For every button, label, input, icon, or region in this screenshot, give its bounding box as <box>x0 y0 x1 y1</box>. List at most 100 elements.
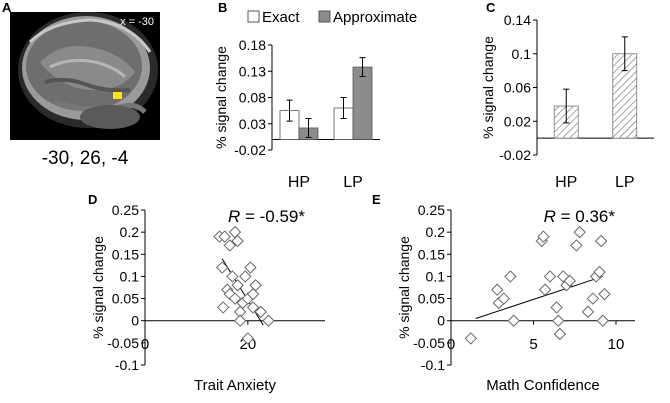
chart-b-y-tick-label: 0.18 <box>239 37 266 53</box>
chart-d-y-tick-label: 0.05 <box>112 291 139 307</box>
chart-e-y-tick-label: 0.1 <box>426 268 446 284</box>
brain-mri-graphic <box>10 12 160 140</box>
activation-spot <box>113 92 122 99</box>
slice-label: x = -30 <box>120 16 154 28</box>
chart-e-y-tick-label: 0.2 <box>426 224 446 240</box>
chart-b-y-tick-label: -0.02 <box>234 142 266 158</box>
chart-b-legend-label: Exact <box>262 9 300 26</box>
chart-e-point <box>538 283 552 296</box>
chart-d-annotation-value: = -0.59* <box>240 207 305 226</box>
chart-d-point <box>241 332 255 345</box>
chart-d-point <box>215 261 229 274</box>
chart-d-point <box>239 270 252 283</box>
chart-d-point <box>231 279 244 292</box>
chart-c-y-tick-label: 0.1 <box>512 46 532 62</box>
chart-e-point <box>550 301 563 314</box>
chart-e-point <box>573 225 586 239</box>
chart-d-x-tick-label: 0 <box>141 336 149 353</box>
chart-e-point <box>563 274 577 288</box>
panel-d-letter: D <box>88 192 98 207</box>
chart-e-x-tick-label: 10 <box>608 336 625 353</box>
chart-b-legend-label: Approximate <box>333 9 417 26</box>
panel-b-letter: B <box>218 0 228 15</box>
chart-e-y-tick-label: 0.25 <box>418 202 445 218</box>
panel-a-letter: A <box>2 0 12 15</box>
chart-d-point <box>233 314 247 327</box>
chart-c-category-label: HP <box>555 174 577 191</box>
chart-e-y-label: % signal change <box>396 236 412 339</box>
chart-c-y-tick-label: 0.06 <box>504 80 531 96</box>
chart-b-y-label: % signal change <box>213 46 229 149</box>
panel-c-letter: C <box>486 0 496 15</box>
chart-d-point <box>246 301 260 314</box>
chart-e-x-label: Math Confidence <box>486 377 599 394</box>
chart-c-y-tick-label: -0.02 <box>499 147 531 163</box>
chart-d-y-tick-label: 0.15 <box>112 246 139 262</box>
chart-e-y-tick-label: 0.05 <box>418 291 445 307</box>
brain-slice-image: x = -30 <box>10 12 160 140</box>
chart-b-legend-swatch-approximate <box>318 10 331 23</box>
chart-d-y-tick-label: 0 <box>131 313 139 329</box>
chart-d-y-tick-label: -0.05 <box>107 335 139 351</box>
chart-e-point <box>553 327 567 341</box>
chart-e-point <box>594 234 608 248</box>
chart-c-y-tick-label: 0.14 <box>504 12 531 28</box>
chart-d-point <box>228 292 242 305</box>
chart-e-point <box>598 287 611 301</box>
chart-d-fit-line <box>221 258 264 326</box>
chart-e-point <box>497 292 511 305</box>
chart-d-y-tick-label: 0.2 <box>120 224 140 240</box>
chart-e-x-tick-label: 0 <box>447 336 455 353</box>
chart-b-bar-approximate-lp <box>352 66 373 140</box>
chart-d-point <box>244 261 257 274</box>
panel-e-letter: E <box>372 192 381 207</box>
chart-e-y-tick-label: 0 <box>437 313 445 329</box>
chart-d-x-label: Trait Anxiety <box>194 377 276 394</box>
chart-e-point <box>490 283 504 296</box>
chart-e-point <box>552 314 565 327</box>
chart-e-y-tick-label: -0.05 <box>413 335 445 351</box>
chart-e-point <box>586 292 600 305</box>
chart-d-point <box>216 301 230 314</box>
chart-e-x-tick-label: 5 <box>529 336 537 353</box>
chart-b-category-label: HP <box>288 174 310 191</box>
chart-b-y-tick-label: 0.03 <box>239 116 266 132</box>
chart-d-point <box>262 314 275 327</box>
chart-d-point <box>226 270 239 283</box>
chart-d-point <box>249 279 262 292</box>
chart-c-y-tick-label: 0.02 <box>504 113 531 129</box>
chart-d-point <box>231 234 244 248</box>
mni-coordinates: -30, 26, -4 <box>41 148 129 169</box>
chart-d-point <box>254 305 267 319</box>
chart-e-point <box>556 270 570 283</box>
chart-b-y-tick-label: 0.13 <box>239 63 266 79</box>
chart-d-point <box>223 239 237 252</box>
chart-e-point <box>543 270 557 283</box>
chart-e-point <box>593 265 606 279</box>
chart-e-annotation-value: = 0.36* <box>556 207 615 226</box>
chart-e-point <box>464 332 478 345</box>
chart-d-annotation: R = -0.59* <box>228 207 305 226</box>
chart-e-point <box>596 314 610 327</box>
chart-e-point <box>507 314 520 327</box>
chart-d-annotation-r: R <box>228 207 240 226</box>
chart-d-point <box>218 230 231 243</box>
chart-d-y-tick-label: 0.25 <box>112 202 139 218</box>
chart-d-y-label: % signal change <box>90 236 106 339</box>
chart-c-category-label: LP <box>615 174 635 191</box>
chart-d-y-tick-label: -0.1 <box>115 357 139 373</box>
chart-c-y-label: % signal change <box>480 36 496 139</box>
chart-d-y-tick-label: 0.1 <box>120 268 140 284</box>
chart-e-fit-line <box>475 275 603 319</box>
chart-d-point <box>246 287 260 301</box>
chart-e-y-tick-label: -0.1 <box>421 357 445 373</box>
chart-b-legend-swatch-exact <box>247 10 260 23</box>
chart-b-y-tick-label: 0.08 <box>239 90 266 106</box>
chart-e-point <box>581 305 595 319</box>
chart-e-annotation: R = 0.36* <box>544 207 616 226</box>
chart-d-point <box>228 225 242 239</box>
chart-e-point <box>537 230 550 243</box>
chart-e-y-tick-label: 0.15 <box>418 246 445 262</box>
chart-e-point <box>570 239 583 252</box>
